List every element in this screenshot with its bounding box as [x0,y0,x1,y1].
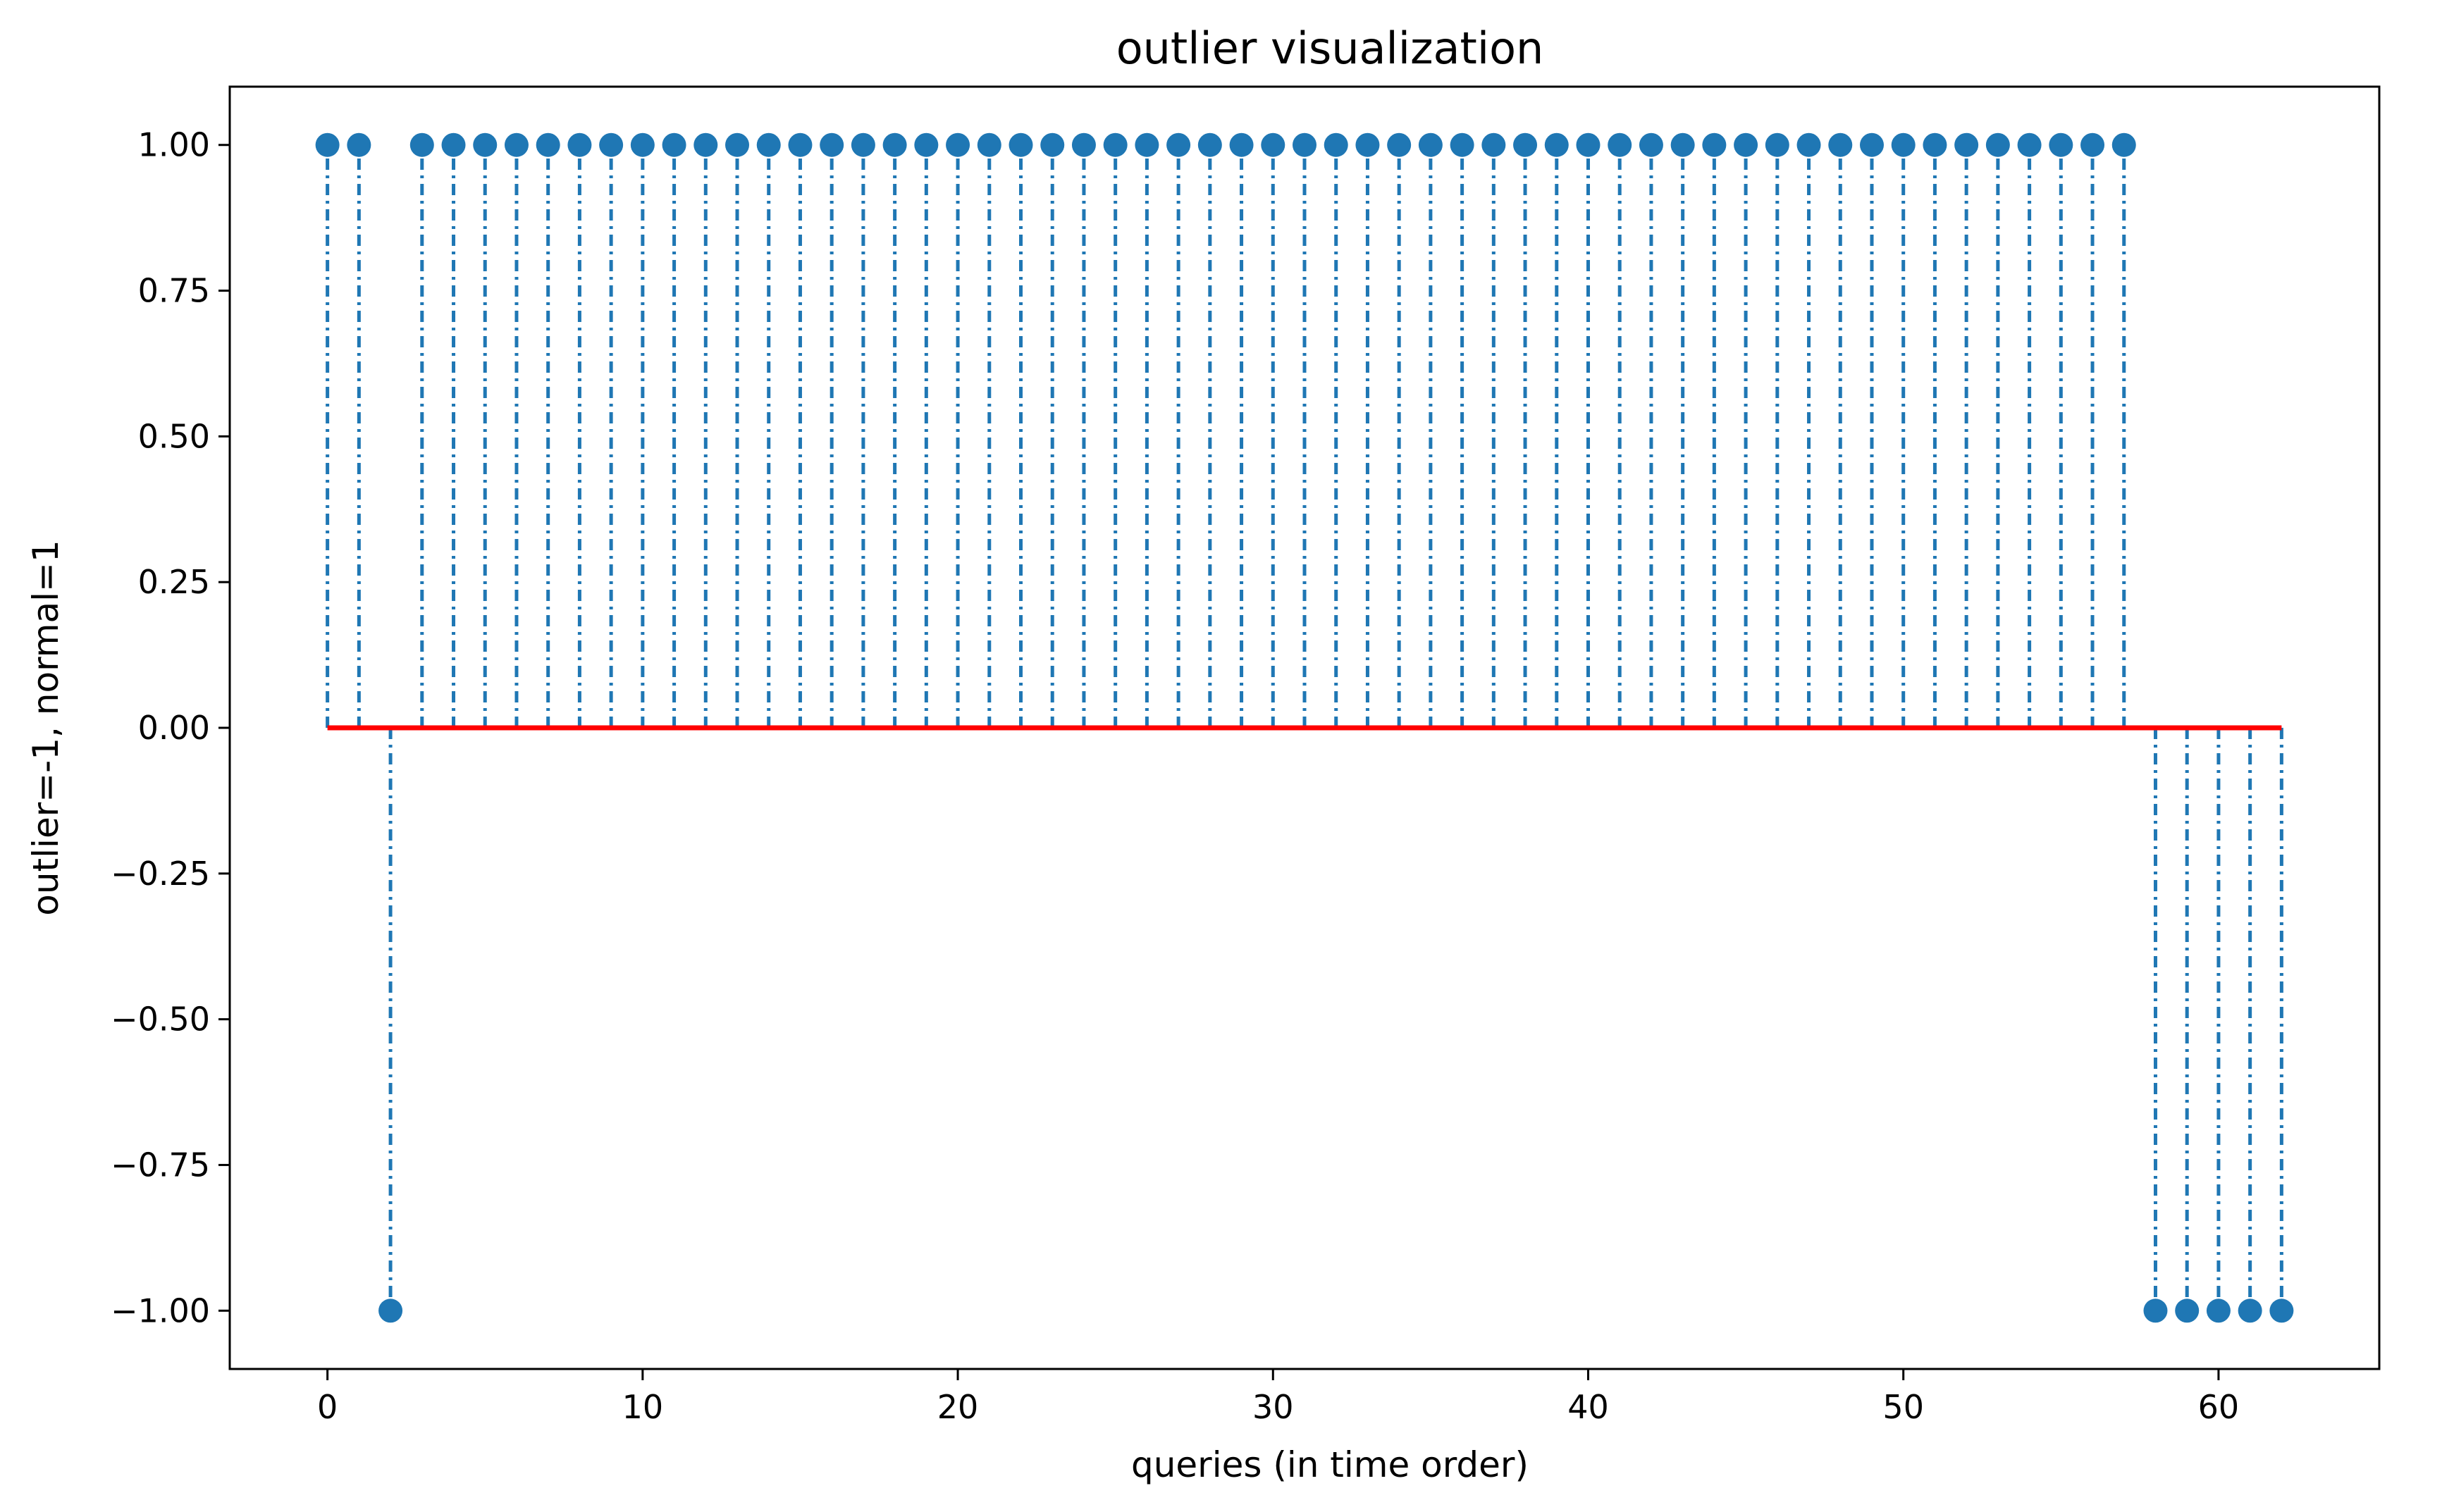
stem-marker [2111,132,2136,157]
stem-marker [946,132,970,157]
stem-marker [1261,132,1285,157]
stem-marker [725,132,750,157]
stem-marker [662,132,686,157]
stem-marker [2238,1299,2262,1323]
stem-marker [1828,132,1853,157]
stem-marker [1544,132,1569,157]
x-axis: 0 10 20 30 40 50 60 [317,1369,2239,1426]
x-tick-label: 40 [1567,1388,1609,1426]
stem-marker [315,132,340,157]
x-tick-label: 20 [937,1388,979,1426]
stem-marker [2080,132,2105,157]
stem-marker [977,132,1001,157]
stem-marker [1702,132,1727,157]
stem-marker [1450,132,1474,157]
stem-marker [473,132,498,157]
stem-marker [1197,132,1222,157]
stem-marker [1103,132,1128,157]
stem-marker [1009,132,1033,157]
stem-marker [567,132,592,157]
stem-marker [1387,132,1412,157]
y-tick-label: 0.25 [138,563,210,601]
stem-marker [1040,132,1065,157]
stem-marker [1734,132,1758,157]
stem-marker [820,132,844,157]
x-tick-label: 10 [622,1388,664,1426]
stem-marker [1670,132,1695,157]
stem-marker [1324,132,1348,157]
x-tick-label: 30 [1252,1388,1294,1426]
y-axis-label: outlier=-1, normal=1 [25,540,66,915]
stem-marker [1229,132,1254,157]
stem-marker [536,132,560,157]
stem-marker [1135,132,1159,157]
stem-marker [1923,132,1947,157]
stem-marker [1859,132,1884,157]
stem-marker [882,132,907,157]
stem-marker [2269,1299,2294,1323]
stem-marker [2049,132,2073,157]
stem-marker [1954,132,1979,157]
stems-layer [326,144,2283,1311]
y-tick-label: −1.00 [111,1291,210,1330]
stem-marker [1608,132,1632,157]
y-tick-label: 0.75 [138,272,210,310]
stem-marker [1985,132,2010,157]
y-tick-label: −0.25 [111,855,210,893]
stem-marker [378,1299,403,1323]
x-tick-label: 60 [2198,1388,2240,1426]
stem-marker [1418,132,1443,157]
stem-marker [599,132,624,157]
y-tick-label: 0.50 [138,417,210,455]
x-axis-label: queries (in time order) [1131,1444,1529,1485]
stem-marker [1481,132,1506,157]
stem-marker [347,132,371,157]
stem-marker [756,132,781,157]
y-axis: 1.00 0.75 0.50 0.25 0.00 −0.25 −0.50 −0.75 −1.00 [111,126,230,1330]
x-tick-label: 50 [1882,1388,1924,1426]
y-tick-label: −0.75 [111,1146,210,1184]
x-tick-label: 0 [317,1388,338,1426]
stem-marker [1576,132,1601,157]
stem-marker [2175,1299,2200,1323]
stem-marker [2143,1299,2168,1323]
stem-marker [1639,132,1663,157]
stem-marker [2206,1299,2231,1323]
stem-marker [1513,132,1538,157]
stem-marker [409,132,434,157]
stem-marker [693,132,718,157]
markers-layer [315,132,2294,1323]
stem-marker [1166,132,1191,157]
y-tick-label: 1.00 [138,126,210,164]
stem-marker [2017,132,2042,157]
stem-marker [504,132,529,157]
stem-marker [914,132,939,157]
stem-marker [1071,132,1096,157]
y-tick-label: −0.50 [111,1000,210,1039]
stem-marker [1891,132,1916,157]
stem-marker [851,132,875,157]
stem-marker [1765,132,1789,157]
stem-marker [441,132,466,157]
stem-marker [1355,132,1380,157]
stem-marker [1796,132,1821,157]
chart-title: outlier visualization [1116,23,1544,74]
y-tick-label: 0.00 [138,709,210,747]
stem-marker [1293,132,1316,157]
stem-marker [788,132,813,157]
stem-marker [630,132,655,157]
